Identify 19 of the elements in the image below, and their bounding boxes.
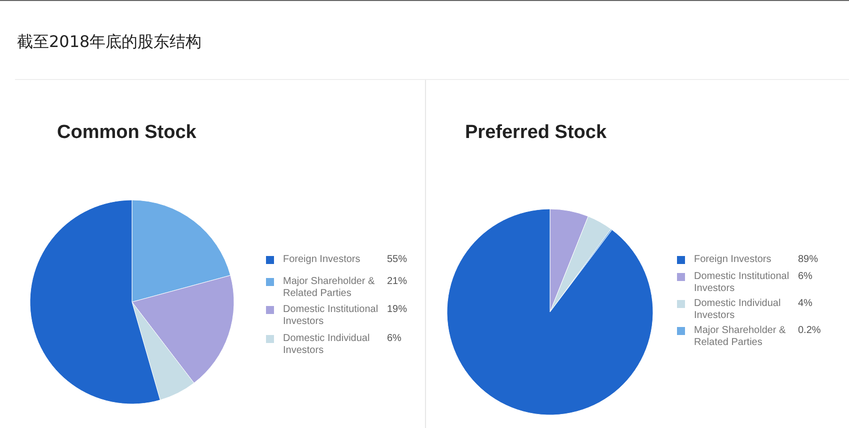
data-label: 55% [387, 254, 408, 266]
legend-label: Major Shareholder & Related Parties [283, 276, 376, 300]
chart-title: Common Stock [57, 122, 196, 144]
data-label: 4% [798, 298, 812, 310]
text: 截至2018年底的股东结构 [17, 32, 202, 53]
legend-label: Domestic Individual Investors [694, 298, 782, 322]
data-label: 6% [387, 333, 402, 345]
legend-label: Domestic Individual Investors [283, 333, 371, 357]
legend-label: Foreign Investors [283, 254, 362, 266]
data-label: 89% [798, 254, 818, 266]
chart-title: Preferred Stock [465, 122, 607, 144]
data-label: 19% [387, 304, 408, 316]
data-label: 6% [798, 271, 812, 283]
data-label: 0.2% [798, 325, 821, 337]
legend-label: Major Shareholder & Related Parties [694, 325, 787, 349]
legend-label: Domestic Institutional Investors [283, 304, 380, 328]
data-label: 21% [387, 276, 408, 288]
legend-label: Domestic Institutional Investors [694, 271, 790, 295]
legend-label: Foreign Investors [694, 254, 772, 266]
